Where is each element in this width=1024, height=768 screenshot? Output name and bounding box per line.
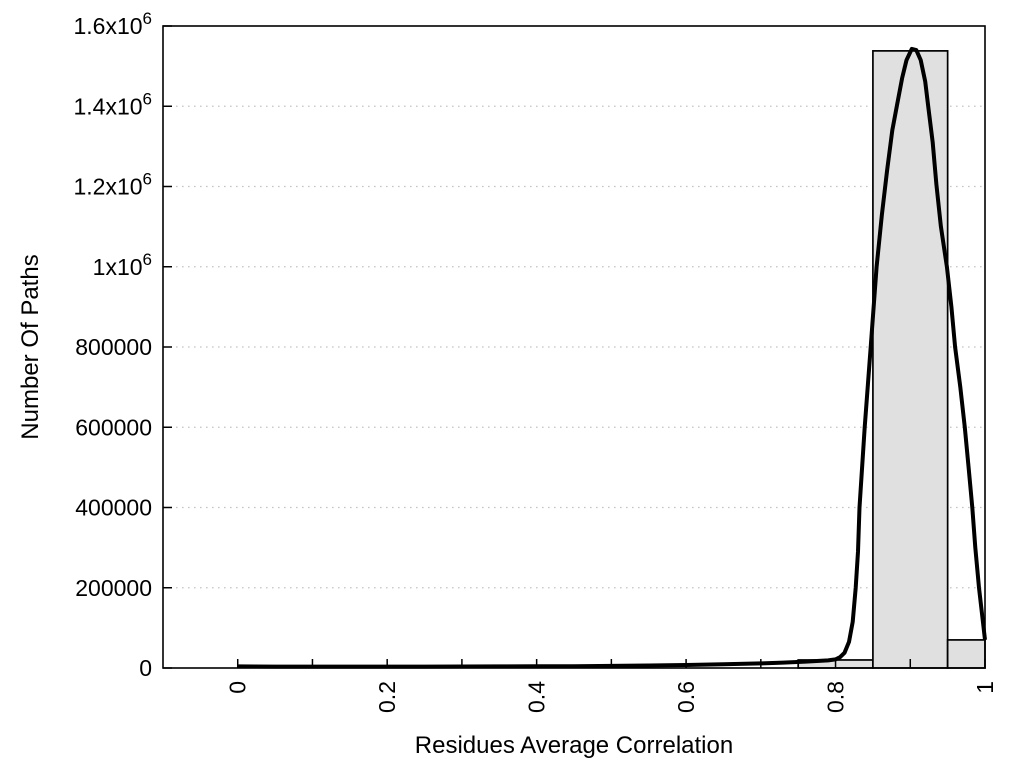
x-axis-title: Residues Average Correlation	[415, 732, 733, 759]
histogram-bar	[872, 50, 949, 669]
y-tick-label: 200000	[75, 575, 152, 601]
x-axis-tick-labels-group: 0 0.2 0.4 0.6 0.8 1	[225, 681, 998, 713]
y-tick-label: 1.4x106	[73, 89, 152, 119]
y-tick-label: 1.2x106	[73, 170, 152, 200]
x-tick-label: 0.6	[673, 681, 699, 713]
x-tick-label: 0	[225, 681, 251, 694]
y-tick-label: 0	[139, 655, 152, 681]
y-tick-label: 1x106	[93, 250, 152, 280]
y-tick-label: 600000	[75, 414, 152, 440]
y-tick-label: 1.6x106	[73, 9, 152, 39]
x-tick-label: 0.2	[374, 681, 400, 713]
y-axis-title: Number Of Paths	[17, 254, 44, 439]
y-tick-label: 400000	[75, 495, 152, 521]
y-tick-label: 800000	[75, 334, 152, 360]
x-tick-label: 0.8	[823, 681, 849, 713]
plot-border	[162, 25, 986, 669]
histogram-bar	[946, 639, 986, 669]
x-axis-ticks-group	[236, 659, 986, 668]
y-axis-tick-labels-group: 0 200000 400000 600000 800000 1x106 1.2x106 1.4…	[73, 9, 152, 681]
distribution-curve	[237, 46, 987, 669]
x-tick-label: 1	[972, 681, 998, 694]
y-axis-ticks-group	[163, 25, 172, 669]
x-tick-label: 0.4	[524, 681, 550, 713]
